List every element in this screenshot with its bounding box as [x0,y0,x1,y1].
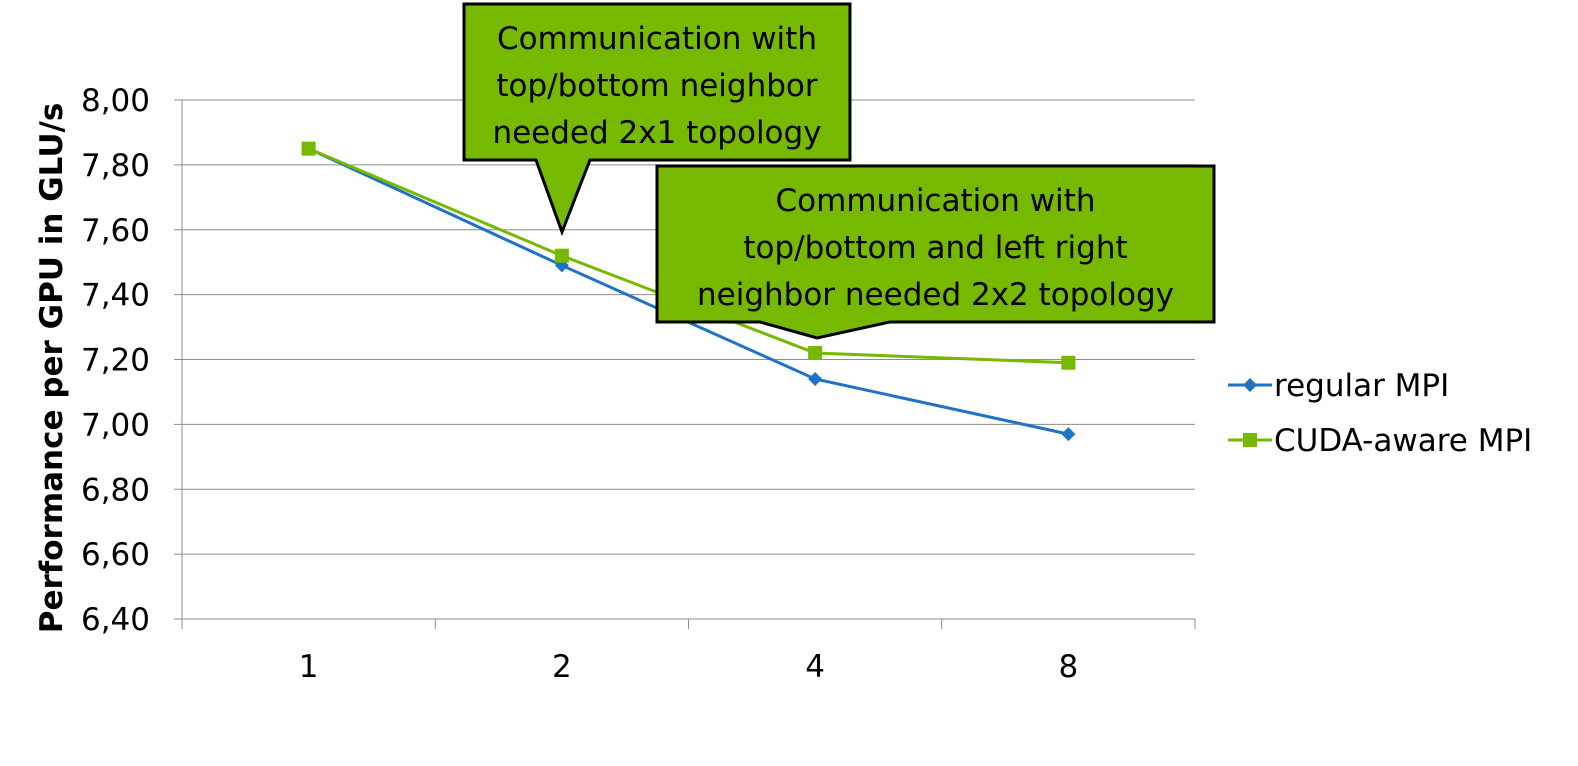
data-point [1061,427,1076,442]
data-point [808,371,823,386]
callout-text-line: neighbor needed 2x2 topology [697,277,1174,313]
y-tick-label: 6,80 [81,472,150,508]
x-tick-label: 4 [805,649,825,685]
callout-bubble [462,2,852,237]
axes [174,99,1196,629]
data-point [1243,378,1257,392]
y-tick-label: 7,00 [81,407,150,443]
callout-text-line: Communication with [776,183,1096,219]
x-tick-label: 1 [299,649,319,685]
callout-text-line: Communication with [497,21,817,57]
legend-item-2: CUDA-aware MPI [1228,423,1532,459]
y-tick-label: 7,60 [81,213,150,249]
callout-text-line: top/bottom neighbor [496,68,818,104]
y-tick-label: 6,60 [81,537,150,573]
data-point [808,346,823,361]
data-point [1243,433,1257,447]
x-tick-label: 2 [552,649,572,685]
legend-item-1: regular MPI [1228,368,1449,404]
y-tick-label: 8,00 [81,83,150,119]
callout-text-line: needed 2x1 topology [492,115,821,151]
callout-1: Communication with top/bottom neighbor nee… [462,2,852,237]
y-tick-labels: 6,40 6,60 6,80 7,00 7,20 7,40 7,60 7,80 8,00 [81,83,150,638]
y-tick-label: 7,80 [81,148,150,184]
x-tick-label: 8 [1059,649,1079,685]
callout-2: Communication with top/bottom and left ri… [655,164,1216,340]
callout-text-line: top/bottom and left right [743,230,1127,266]
data-point [554,248,569,263]
callouts: Communication with top/bottom neighbor nee… [462,2,1216,340]
y-axis-label: Performance per GPU in GLU/s [34,103,70,634]
data-point [1061,355,1076,370]
callout-bubble [655,164,1216,340]
y-tick-label: 7,40 [81,278,150,314]
legend-label: regular MPI [1274,368,1449,404]
y-tick-label: 7,20 [81,343,150,379]
legend-label: CUDA-aware MPI [1274,423,1532,459]
legend: regular MPI CUDA-aware MPI [1228,368,1532,459]
y-tick-label: 6,40 [81,602,150,638]
data-point [301,141,316,156]
x-tick-labels: 1 2 4 8 [299,649,1078,685]
